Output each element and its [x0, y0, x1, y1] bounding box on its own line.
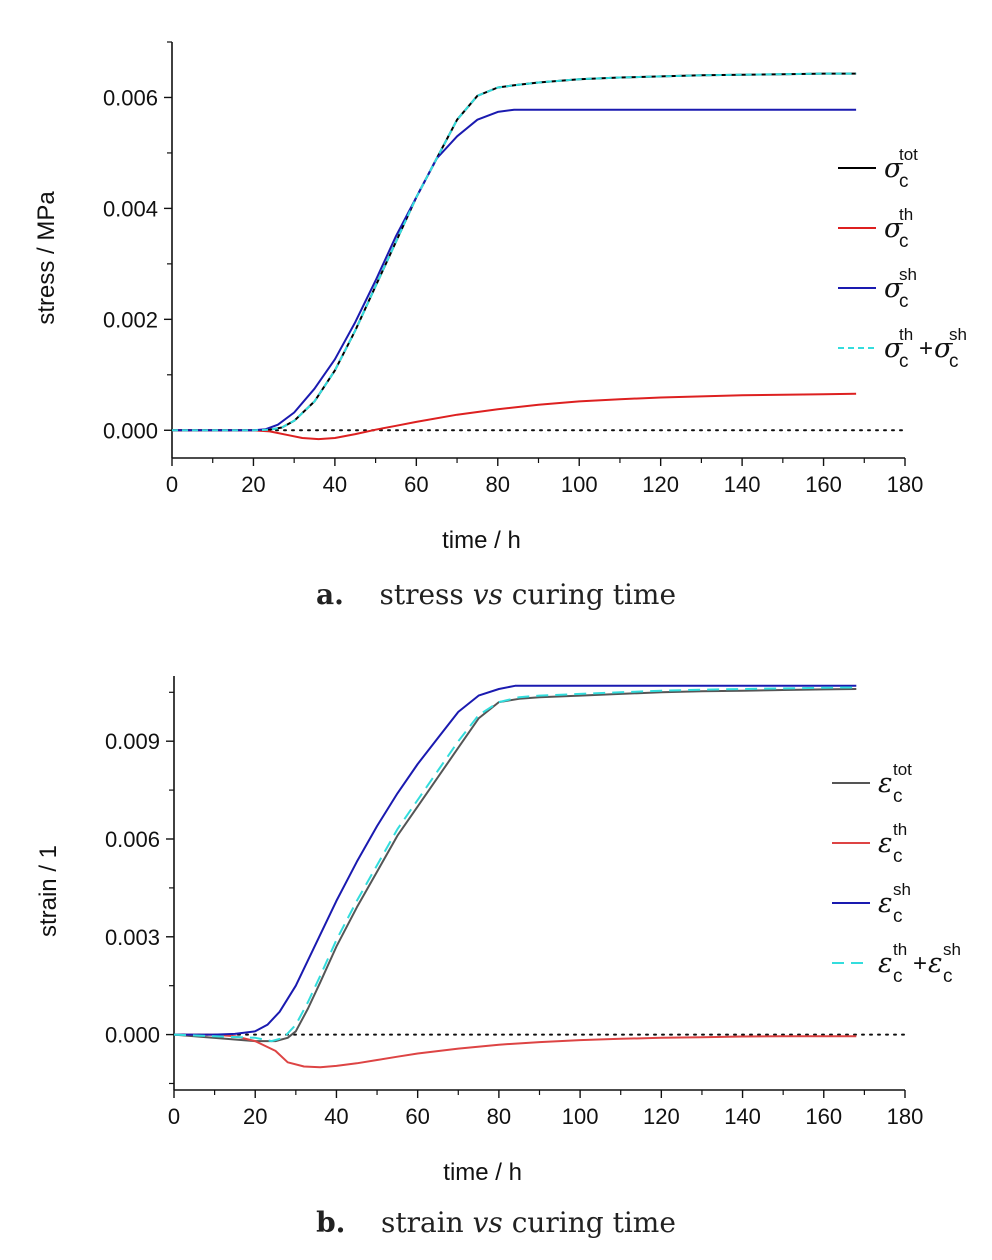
legend-subscript: c — [899, 171, 909, 192]
legend-plus-sign: + — [919, 335, 933, 362]
legend-subscript: c — [893, 966, 903, 987]
series-line-tot — [173, 688, 857, 1043]
legend-plus-sign: + — [913, 950, 927, 977]
legend-superscript: th — [899, 205, 913, 224]
legend-symbol: ε — [878, 888, 893, 919]
panel-caption: b. strain vs curing time — [316, 1206, 676, 1239]
series-line-tot — [172, 72, 857, 432]
legend-superscript: th — [893, 820, 907, 839]
x-tick-label: 100 — [561, 472, 598, 497]
x-tick-label: 0 — [168, 1104, 180, 1129]
stress-chart-panel: 0 20 40 60 80 100 120 140 160 180 0.000 0.002 0.004 0… — [33, 41, 967, 611]
x-tick-label: 160 — [805, 472, 842, 497]
caption-text-post: curing time — [512, 578, 676, 611]
x-tick-label: 140 — [724, 1104, 761, 1129]
y-tick-label: 0.006 — [105, 827, 160, 852]
caption-space — [503, 1206, 512, 1239]
strain-chart-panel: 0 20 40 60 80 100 120 140 160 180 0.000 0.003 0.006 0… — [35, 676, 961, 1239]
x-tick-label: 60 — [405, 1104, 429, 1129]
caption-space — [464, 578, 473, 611]
panel-caption: a. stress vs curing time — [316, 578, 676, 611]
y-tick-label: 0.000 — [103, 418, 158, 443]
legend-subscript: c — [899, 231, 909, 252]
series-line-sh — [174, 684, 857, 1036]
caption-vs: vs — [473, 578, 503, 611]
x-tick-label: 20 — [241, 472, 265, 497]
legend-symbol: σ — [884, 273, 904, 304]
y-axis-title: stress / MPa — [33, 191, 60, 325]
y-tick-label: 0.006 — [103, 85, 158, 110]
y-axis-title: strain / 1 — [35, 845, 62, 937]
caption-text-pre: stress — [379, 578, 463, 611]
legend-symbol: ε — [878, 828, 893, 859]
caption-gap — [345, 1206, 381, 1239]
x-tick-label: 140 — [724, 472, 761, 497]
caption-space — [503, 578, 512, 611]
legend-symbol: ε — [878, 768, 893, 799]
x-axis-title: time / h — [442, 527, 521, 554]
caption-text-pre: strain — [381, 1206, 464, 1239]
legend-superscript: tot — [899, 145, 918, 164]
x-tick-label: 60 — [404, 472, 428, 497]
x-axis-title: time / h — [443, 1159, 522, 1186]
legend-superscript: tot — [893, 760, 912, 779]
caption-panel-letter: b. — [316, 1206, 345, 1239]
series-line-thsh — [172, 72, 857, 432]
legend-subscript: c — [949, 351, 959, 372]
legend-symbol: σ — [884, 213, 904, 244]
caption-gap — [344, 578, 380, 611]
x-tick-label: 180 — [887, 1104, 924, 1129]
series-line-sh — [172, 108, 857, 432]
y-tick-label: 0.004 — [103, 196, 158, 221]
legend-symbol: ε — [928, 948, 943, 979]
legend-symbol: σ — [884, 333, 904, 364]
x-tick-label: 20 — [243, 1104, 267, 1129]
caption-text-post: curing time — [512, 1206, 676, 1239]
x-tick-label: 100 — [562, 1104, 599, 1129]
legend-symbol: σ — [934, 333, 954, 364]
legend-superscript: sh — [943, 940, 961, 959]
x-tick-label: 40 — [324, 1104, 348, 1129]
x-tick-label: 80 — [486, 472, 510, 497]
y-tick-label: 0.002 — [103, 307, 158, 332]
legend-superscript: sh — [949, 325, 967, 344]
series-line-th — [172, 392, 857, 441]
legend-superscript: sh — [893, 880, 911, 899]
y-tick-label: 0.009 — [105, 729, 160, 754]
x-tick-label: 160 — [805, 1104, 842, 1129]
legend-symbol: σ — [884, 153, 904, 184]
legend-subscript: c — [893, 906, 903, 927]
y-tick-label: 0.003 — [105, 925, 160, 950]
legend-superscript: th — [893, 940, 907, 959]
legend-superscript: sh — [899, 265, 917, 284]
legend-subscript: c — [893, 786, 903, 807]
legend-subscript: c — [899, 351, 909, 372]
caption-vs: vs — [473, 1206, 503, 1239]
x-tick-label: 120 — [642, 472, 679, 497]
legend-superscript: th — [899, 325, 913, 344]
caption-space — [464, 1206, 473, 1239]
x-tick-label: 180 — [887, 472, 924, 497]
caption-panel-letter: a. — [316, 578, 344, 611]
y-tick-label: 0.000 — [105, 1023, 160, 1048]
x-tick-label: 40 — [323, 472, 347, 497]
series-line-th — [174, 1033, 857, 1069]
legend-subscript: c — [899, 291, 909, 312]
series-line-thsh — [173, 686, 857, 1043]
x-tick-label: 0 — [166, 472, 178, 497]
x-tick-label: 120 — [643, 1104, 680, 1129]
legend-subscript: c — [943, 966, 953, 987]
x-tick-label: 80 — [487, 1104, 511, 1129]
legend-symbol: ε — [878, 948, 893, 979]
legend-subscript: c — [893, 846, 903, 867]
